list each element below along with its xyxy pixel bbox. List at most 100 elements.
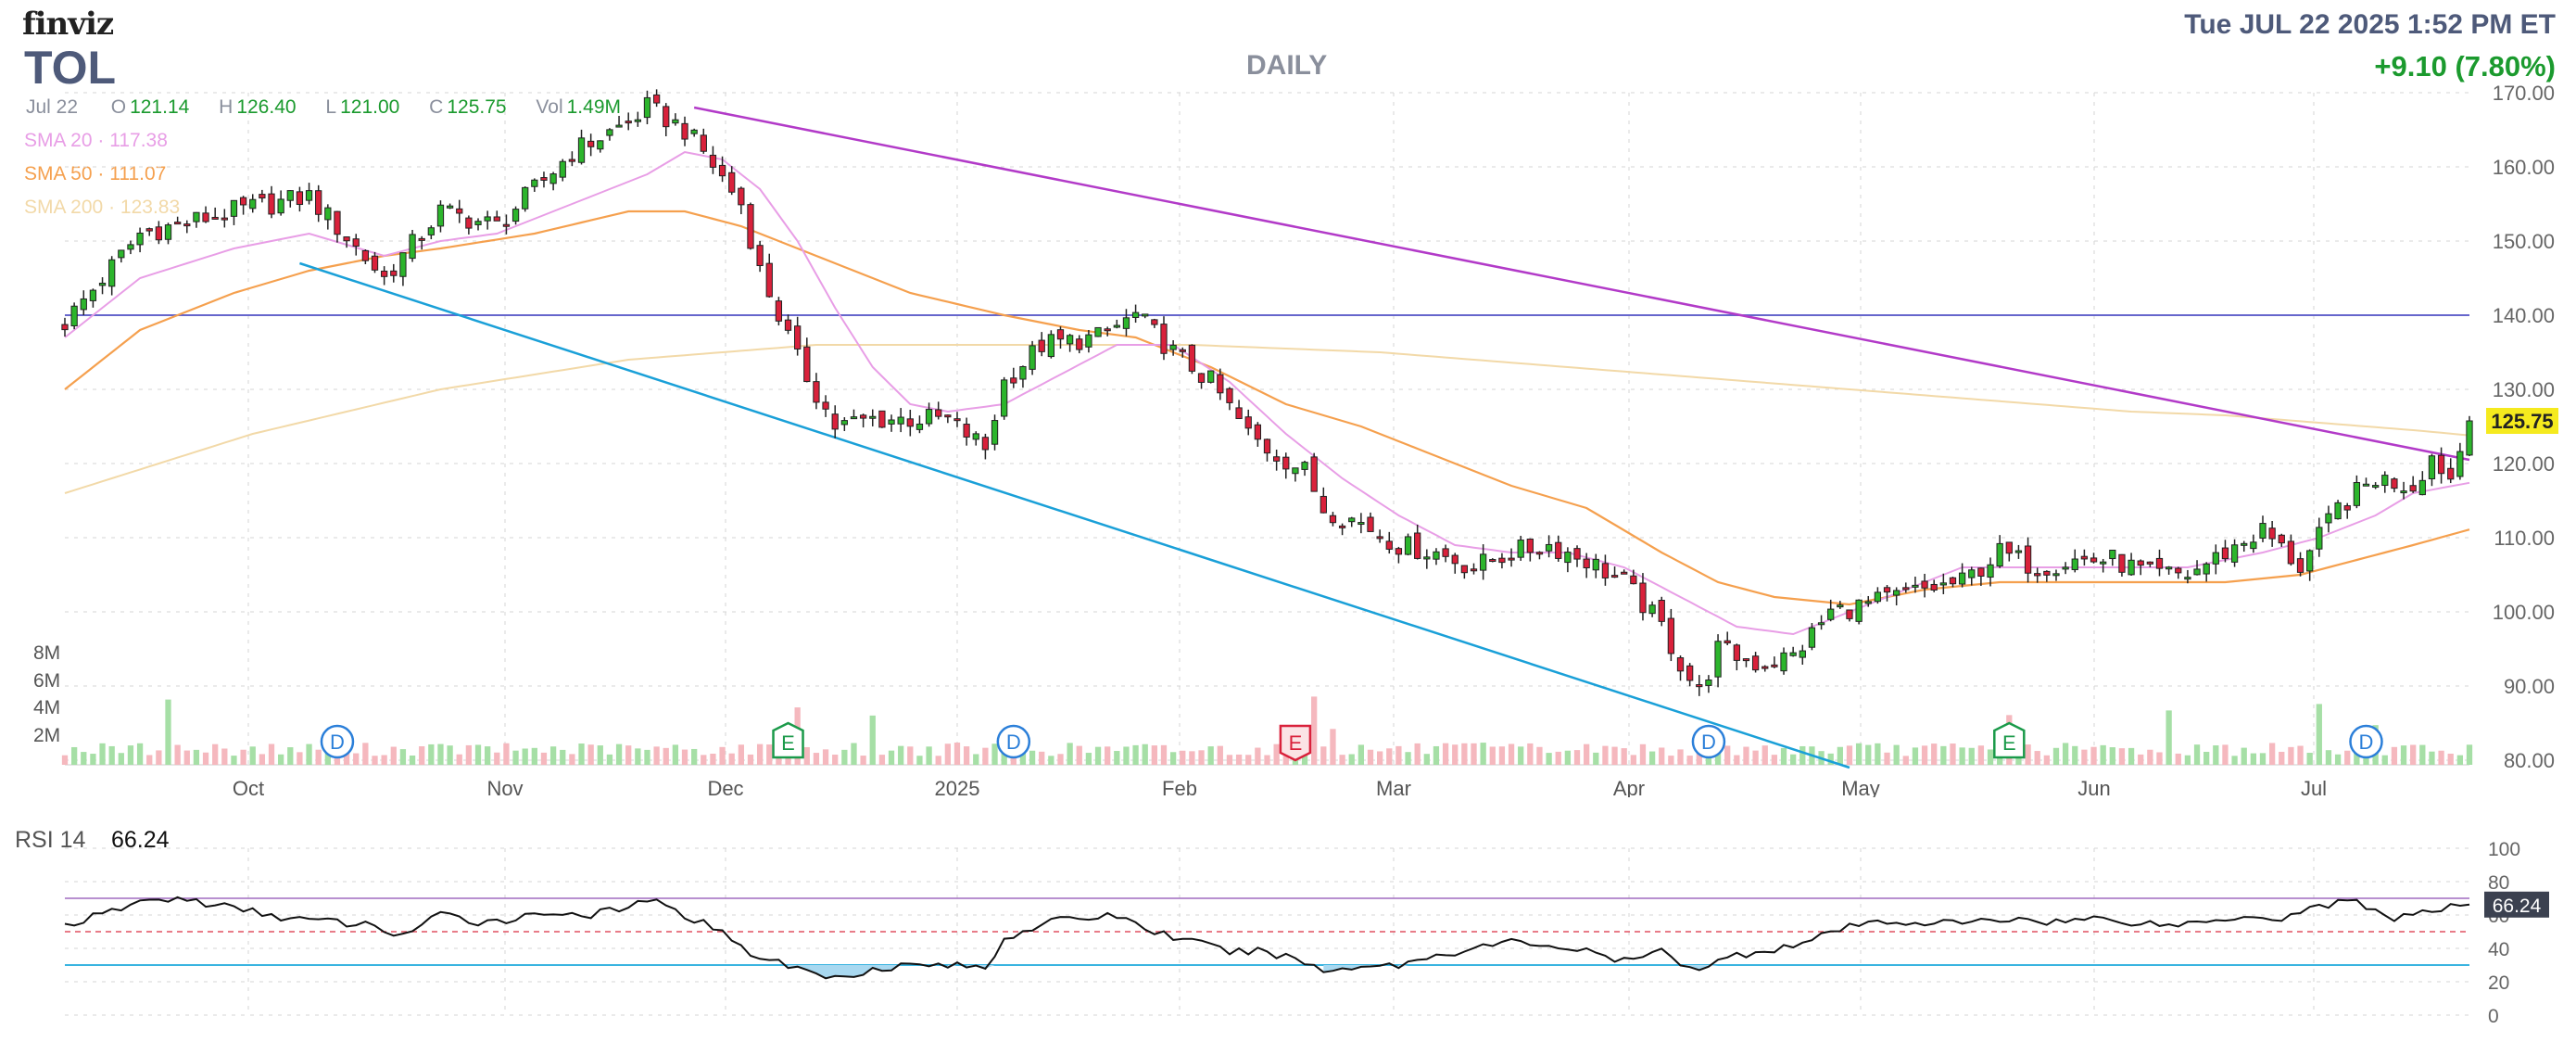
volume-bar — [963, 746, 970, 765]
rsi-line — [64, 896, 2470, 980]
candle-body — [1066, 335, 1074, 345]
candle-body — [1442, 548, 1449, 557]
ohlc-date: Jul 22 — [26, 96, 79, 118]
candle — [2203, 562, 2210, 582]
candle-body — [2175, 567, 2182, 574]
candle — [1272, 450, 1281, 471]
volume-bar — [2306, 753, 2313, 765]
candle — [540, 172, 548, 188]
volume-bar — [1968, 747, 1975, 765]
candle-body — [718, 164, 726, 177]
dividend-letter: D — [330, 731, 345, 754]
volume-bar — [625, 745, 632, 765]
candle-body — [2334, 502, 2342, 520]
candle-body — [1254, 424, 1262, 440]
earnings-letter: E — [1289, 731, 1303, 755]
earnings-marker-icon[interactable]: E — [1993, 721, 2026, 759]
volume-tick-label: 4M — [33, 697, 60, 718]
candle-body — [136, 232, 144, 246]
earnings-marker-icon[interactable]: E — [1279, 724, 1312, 762]
sma20-label: SMA 20 — [24, 130, 93, 151]
candle-body — [2381, 475, 2389, 487]
candle — [1094, 326, 1102, 337]
volume-bar — [2043, 755, 2050, 765]
candle — [1010, 367, 1017, 388]
candle-body — [2024, 545, 2032, 574]
rsi-axis: 10080604020066.24 — [2484, 839, 2549, 1027]
candle-body — [361, 249, 370, 261]
dividend-letter: D — [1701, 731, 1716, 754]
earnings-marker-icon[interactable]: E — [772, 721, 804, 759]
candle-body — [1244, 416, 1252, 429]
volume-bar — [474, 744, 482, 765]
candle-body — [1197, 373, 1206, 383]
candle-body — [2278, 534, 2285, 544]
candle-body — [1460, 565, 1469, 574]
candle-body — [1724, 640, 1731, 644]
volume-bar — [447, 745, 453, 765]
volume-bar — [183, 750, 190, 765]
volume-bar — [2109, 747, 2115, 765]
candle-body — [2447, 467, 2455, 480]
rsi-chart[interactable]: 10080604020066.24 — [0, 816, 2576, 1042]
dividend-marker-icon[interactable]: D — [320, 724, 355, 759]
candle-body — [1733, 644, 1740, 661]
price-tick-label: 130.00 — [2493, 378, 2555, 401]
volume-bar — [869, 715, 876, 765]
volume-bar — [390, 746, 397, 765]
candle-body — [822, 401, 829, 410]
volume-bar — [1480, 743, 1486, 765]
candle-body — [1555, 541, 1562, 559]
volume-bar — [1686, 756, 1693, 765]
candle — [2155, 549, 2164, 577]
price-tick-label: 120.00 — [2493, 452, 2555, 476]
volume-bar — [860, 756, 866, 765]
candle — [981, 433, 990, 460]
candle-body — [1893, 590, 1900, 596]
candle-body — [409, 234, 416, 260]
volume-bar — [2052, 747, 2060, 765]
candle — [1705, 675, 1712, 693]
volume-bar — [1114, 751, 1120, 765]
candle-body — [465, 217, 473, 229]
candle-body — [775, 300, 783, 322]
volume-bar — [822, 749, 829, 765]
candle — [2428, 453, 2436, 487]
candle — [259, 189, 266, 203]
rsi-line-group — [64, 896, 2470, 980]
candle — [2146, 561, 2153, 567]
candle-body — [953, 418, 961, 422]
candle-body — [2221, 547, 2229, 560]
volume-bar — [1367, 749, 1374, 765]
candle — [888, 414, 895, 432]
volume-bar — [278, 754, 284, 765]
candle-body — [1535, 552, 1544, 555]
candle — [1742, 658, 1750, 667]
candle-body — [1855, 599, 1863, 622]
timeframe-label[interactable]: DAILY — [1246, 50, 1328, 81]
candle-body — [1414, 532, 1421, 559]
dividend-marker-icon[interactable]: D — [2349, 724, 2383, 759]
volume-bar — [1827, 753, 1834, 765]
finviz-logo[interactable]: finviz — [22, 6, 114, 43]
candle-body — [155, 226, 163, 241]
volume-bar — [944, 743, 951, 765]
candle — [1423, 549, 1431, 569]
resistance-trendline — [693, 106, 2470, 462]
candle — [1207, 370, 1215, 384]
dividend-marker-icon[interactable]: D — [996, 724, 1031, 759]
close-key: C — [429, 96, 444, 118]
candle — [89, 288, 97, 308]
candle-body — [597, 140, 604, 150]
candle — [859, 413, 867, 428]
price-chart[interactable]: D E D E D E D 170.00 160.00 150.00 140.00 130.00 12… — [0, 0, 2576, 797]
candle — [108, 256, 116, 296]
sma50-label: SMA 50 — [24, 163, 93, 184]
volume-bar — [785, 756, 791, 765]
dividend-marker-icon[interactable]: D — [1691, 724, 1726, 759]
candle — [1583, 553, 1590, 578]
candle-body — [211, 216, 219, 220]
volume-bar — [1987, 749, 1994, 765]
dividend-circle — [1691, 724, 1726, 759]
